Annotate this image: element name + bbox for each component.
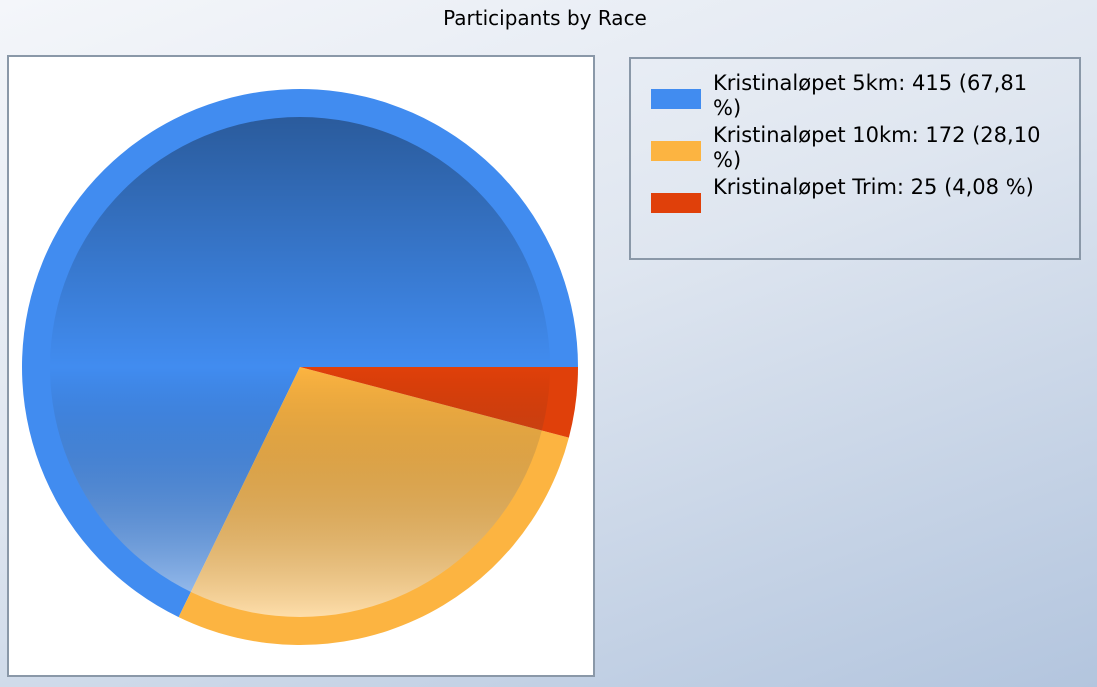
legend-swatch bbox=[651, 89, 701, 109]
legend-item: Kristinaløpet 10km: 172 (28,10 %) bbox=[631, 123, 1079, 173]
legend-swatch bbox=[651, 141, 701, 161]
legend-swatch bbox=[651, 193, 701, 213]
legend-label: Kristinaløpet 10km: 172 (28,10 %) bbox=[713, 123, 1041, 172]
legend-item: Kristinaløpet Trim: 25 (4,08 %) bbox=[631, 175, 1079, 213]
legend-item: Kristinaløpet 5km: 415 (67,81 %) bbox=[631, 71, 1079, 121]
legend-label: Kristinaløpet Trim: 25 (4,08 %) bbox=[713, 175, 1034, 199]
legend: Kristinaløpet 5km: 415 (67,81 %) Kristina… bbox=[629, 57, 1081, 260]
shading bbox=[50, 117, 550, 617]
chart-title: Participants by Race bbox=[443, 6, 647, 30]
legend-label: Kristinaløpet 5km: 415 (67,81 %) bbox=[713, 71, 1028, 120]
